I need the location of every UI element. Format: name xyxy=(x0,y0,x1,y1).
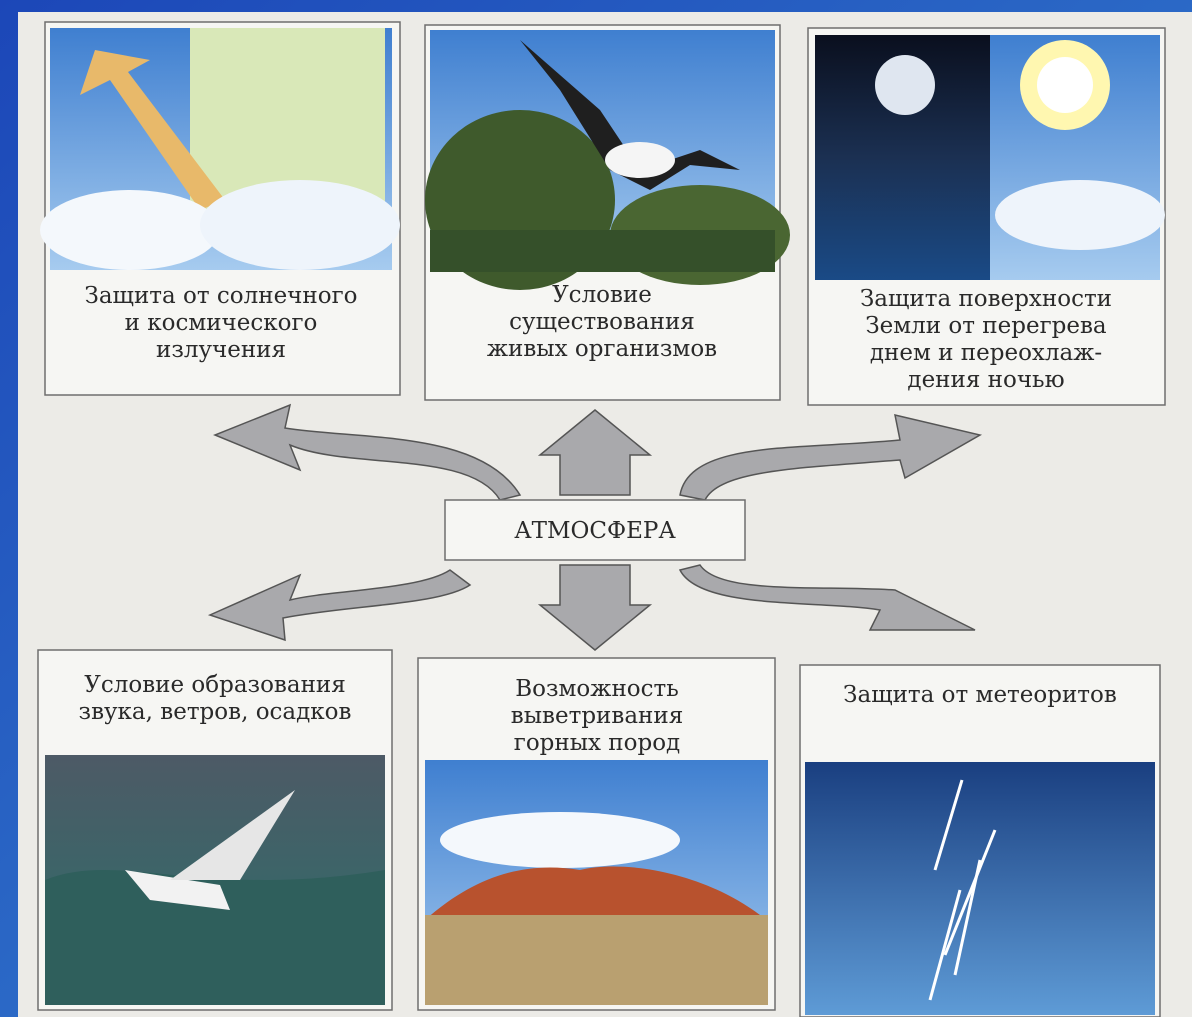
node-line: Защита от солнечного xyxy=(85,283,358,309)
node-line: Защита поверхности xyxy=(860,286,1112,312)
picture xyxy=(425,30,790,290)
node-line: излучения xyxy=(156,337,286,363)
node-line: дения ночью xyxy=(907,367,1064,393)
node-line: днем и переохлаж- xyxy=(870,340,1102,366)
picture xyxy=(805,762,1155,1015)
node-line: Защита от метеоритов xyxy=(843,682,1117,708)
node-line: Земли от перегрева xyxy=(865,313,1107,339)
picture xyxy=(45,755,385,1005)
node-line: звука, ветров, осадков xyxy=(79,699,352,725)
picture xyxy=(815,35,1165,280)
node-line: горных пород xyxy=(514,730,680,756)
node-line: Условие xyxy=(552,282,652,308)
picture xyxy=(425,760,768,1005)
node-line: Условие образования xyxy=(84,672,346,698)
node-line: Возможность xyxy=(515,676,679,702)
picture xyxy=(40,28,400,270)
node-line: существования xyxy=(509,309,695,335)
slide: АТМОСФЕРА Защита от солнечного и космиче… xyxy=(0,0,1192,1017)
node-line: выветривания xyxy=(511,703,683,729)
node-line: и космического xyxy=(125,310,318,336)
center-label: АТМОСФЕРА xyxy=(514,518,676,544)
node-line: живых организмов xyxy=(487,336,717,362)
